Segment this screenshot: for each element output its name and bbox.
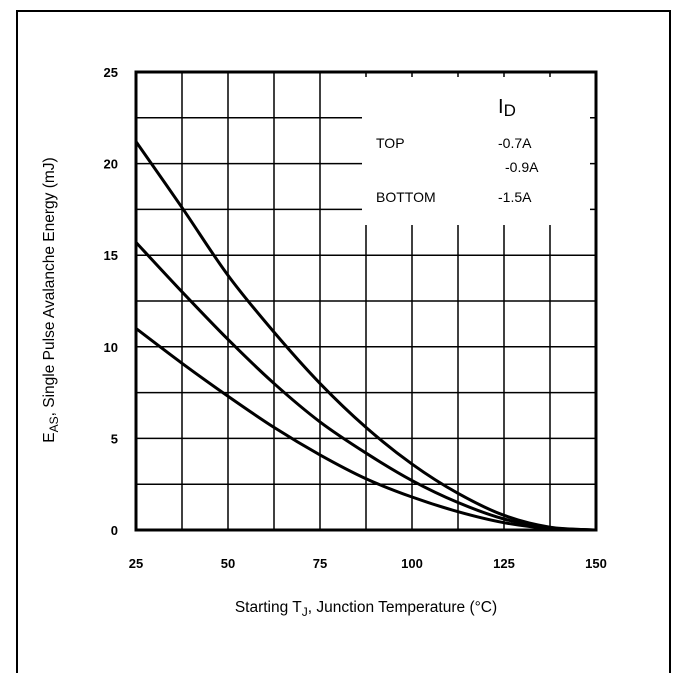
x-axis-label-rest: , Junction Temperature (°C) <box>308 599 497 616</box>
y-tick-label: 20 <box>104 157 118 172</box>
legend-header-main: I <box>498 96 504 118</box>
legend-row-value: -0.7A <box>498 135 532 151</box>
y-axis-label-sub: AS <box>47 416 61 432</box>
y-tick-label: 10 <box>104 340 118 355</box>
y-tick-label: 25 <box>104 65 118 80</box>
y-tick-labels: 0 5 10 15 20 25 <box>104 65 118 538</box>
y-tick-label: 5 <box>111 431 118 446</box>
x-tick-label: 50 <box>221 556 235 571</box>
legend-header-sub: D <box>504 101 516 120</box>
series-line <box>134 140 597 532</box>
y-axis-label-rest: , Single Pulse Avalanche Energy (mJ) <box>41 157 58 416</box>
plot-border <box>134 70 598 532</box>
legend: ID TOP -0.7A -0.9A BOTTOM -1.5A <box>376 96 539 205</box>
y-tick-label: 15 <box>104 248 118 263</box>
x-tick-label: 75 <box>313 556 327 571</box>
legend-row-value: -1.5A <box>498 189 532 205</box>
x-axis-label-sub: J <box>302 605 308 619</box>
x-tick-labels: 25 50 75 100 125 150 <box>129 556 607 571</box>
x-tick-label: 125 <box>493 556 515 571</box>
y-axis-label-main: E <box>41 432 58 442</box>
legend-row-label: TOP <box>376 135 405 151</box>
x-axis-label: Starting TJ, Junction Temperature (°C) <box>235 599 497 619</box>
legend-row-label: BOTTOM <box>376 189 436 205</box>
legend-header: ID <box>498 96 516 120</box>
x-tick-label: 25 <box>129 556 143 571</box>
x-axis-label-main: Starting T <box>235 599 302 616</box>
x-tick-label: 150 <box>585 556 607 571</box>
x-tick-label: 100 <box>401 556 423 571</box>
figure-frame <box>16 10 671 673</box>
legend-background <box>362 77 590 225</box>
series-line <box>135 327 597 532</box>
series-line <box>134 241 597 532</box>
series-lines <box>134 140 597 532</box>
y-tick-label: 0 <box>111 523 118 538</box>
legend-row-value: -0.9A <box>505 159 539 175</box>
y-axis-label: EAS, Single Pulse Avalanche Energy (mJ) <box>41 157 61 442</box>
